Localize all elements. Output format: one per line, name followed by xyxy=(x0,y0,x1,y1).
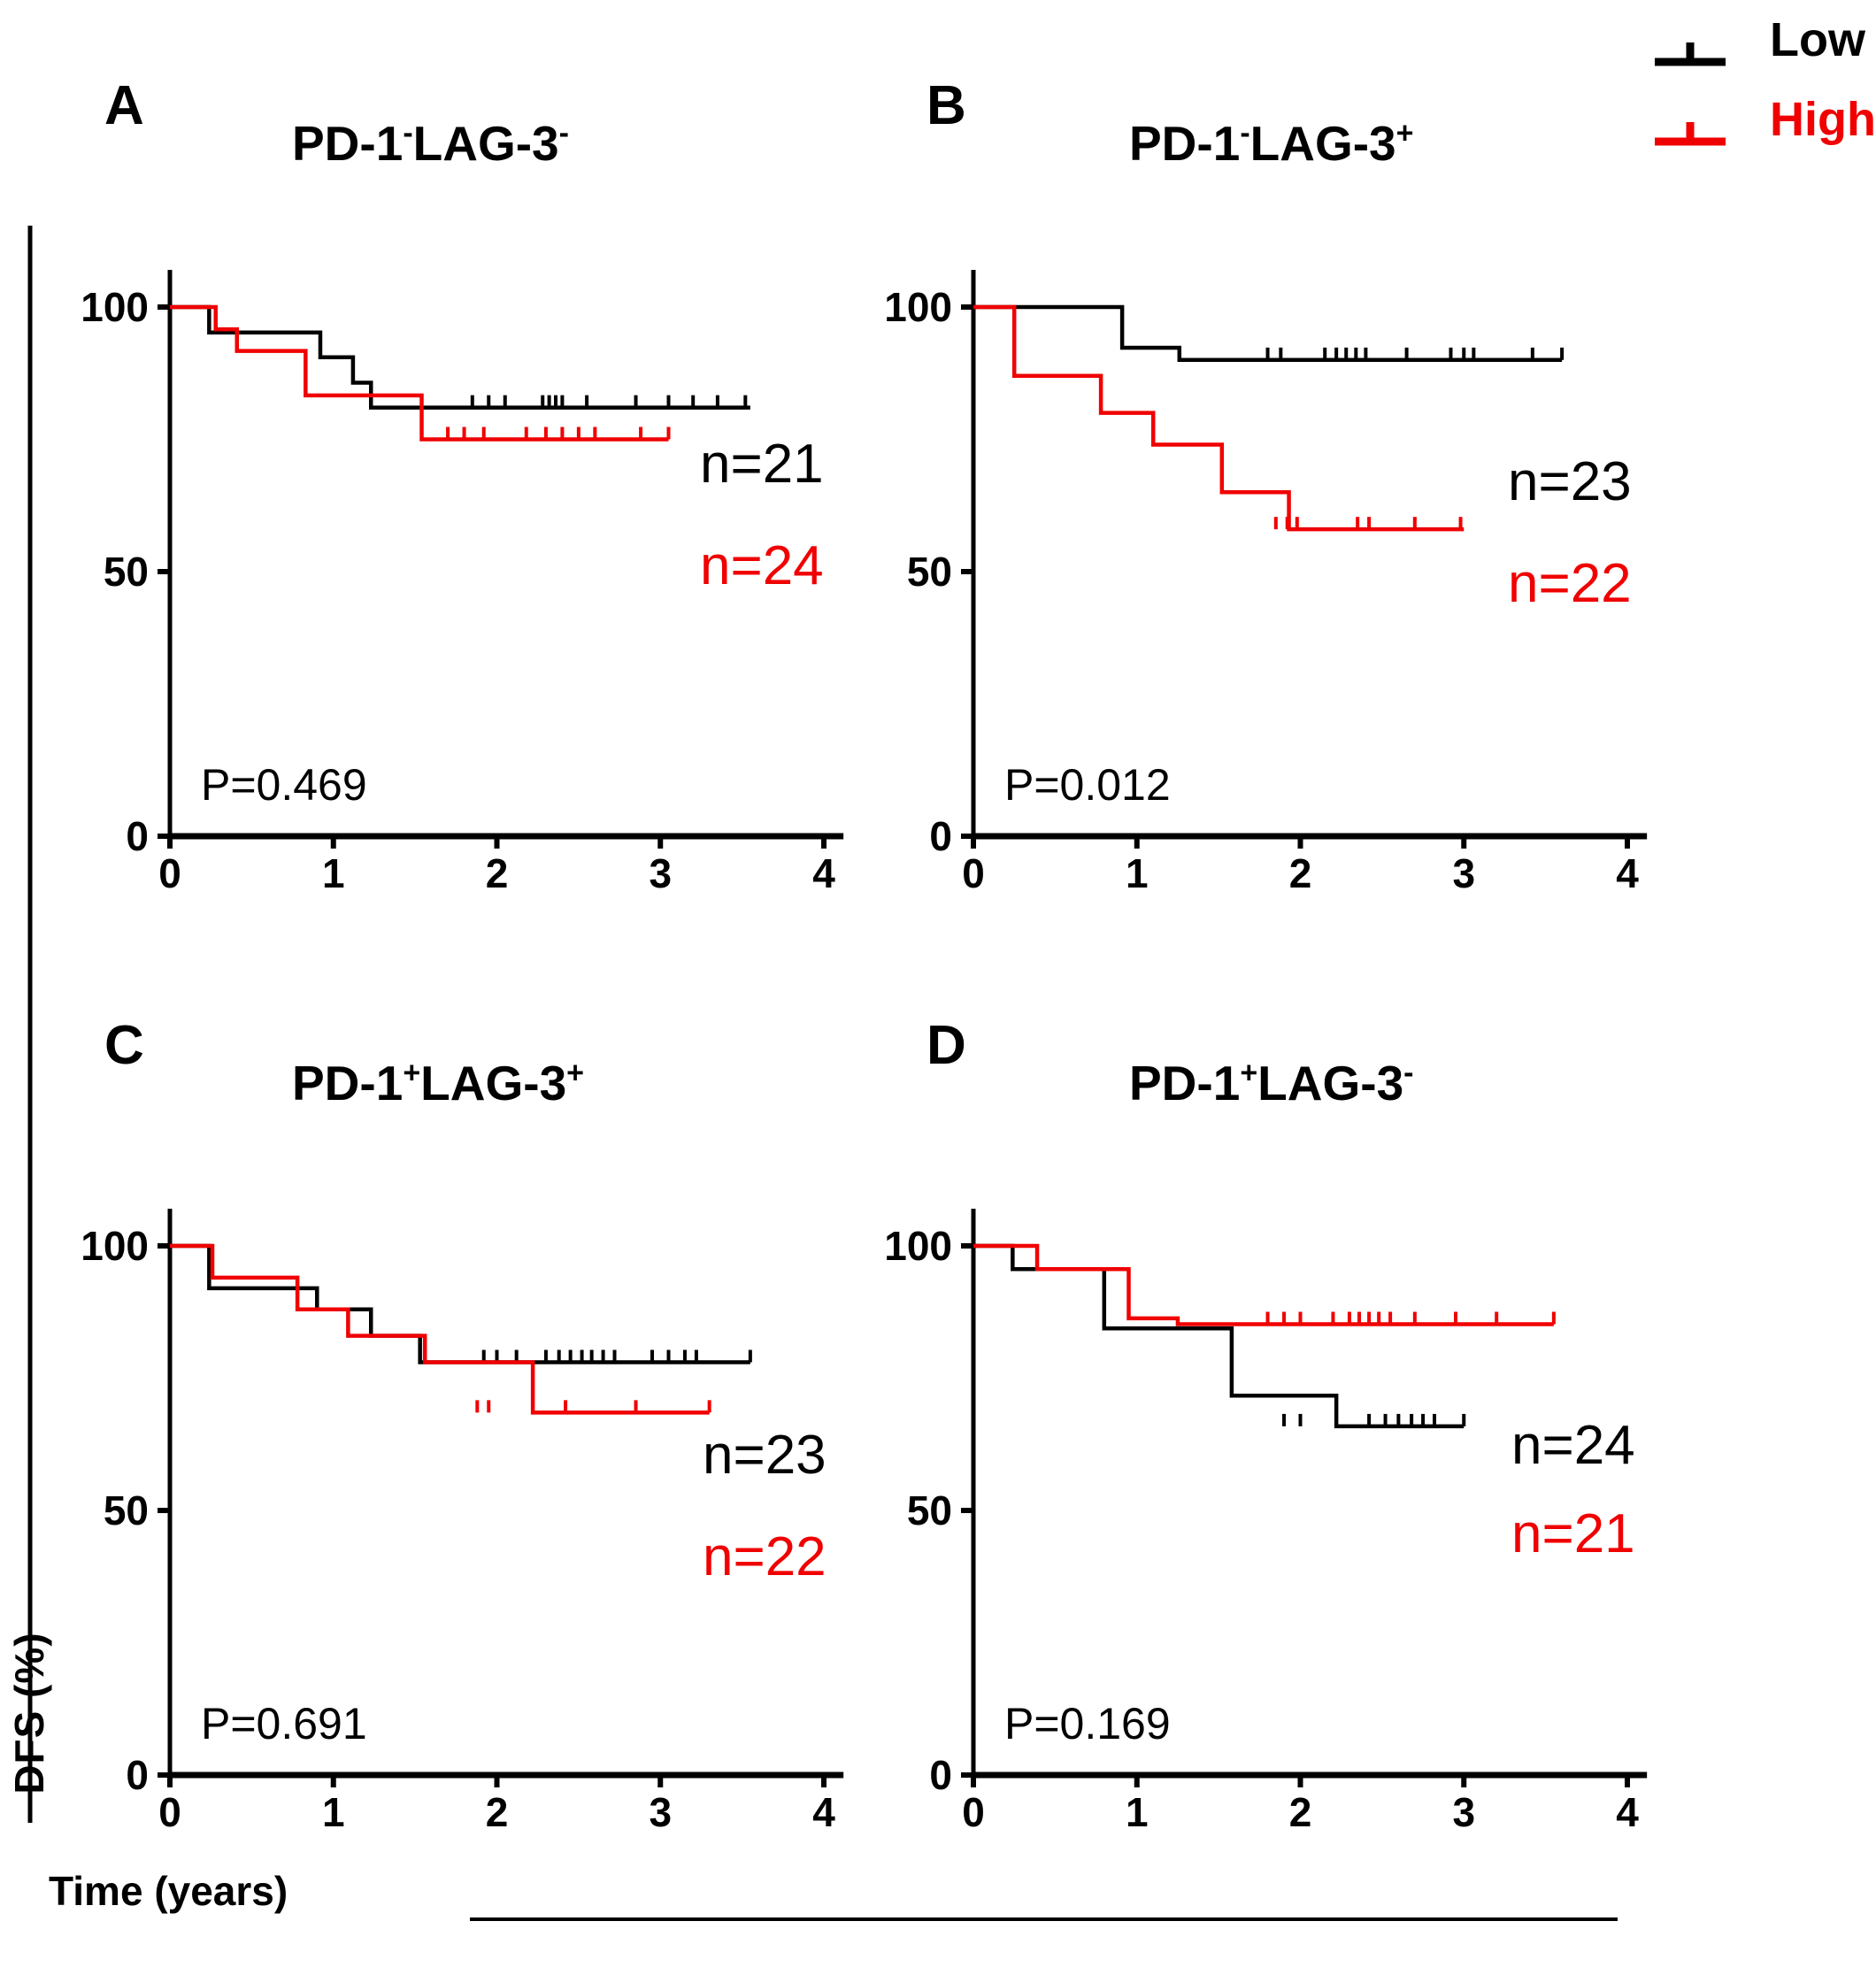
svg-text:4: 4 xyxy=(1616,850,1639,896)
svg-text:1: 1 xyxy=(1126,850,1149,896)
svg-text:100: 100 xyxy=(884,284,952,330)
svg-text:3: 3 xyxy=(1452,850,1475,896)
svg-text:50: 50 xyxy=(104,549,149,595)
svg-text:100: 100 xyxy=(884,1223,952,1269)
svg-text:100: 100 xyxy=(81,284,149,330)
svg-text:2: 2 xyxy=(486,850,509,896)
svg-text:50: 50 xyxy=(907,1487,952,1533)
svg-text:4: 4 xyxy=(812,1789,835,1835)
svg-text:0: 0 xyxy=(929,1752,952,1798)
svg-text:3: 3 xyxy=(1452,1789,1475,1835)
svg-text:50: 50 xyxy=(907,549,952,595)
svg-text:2: 2 xyxy=(1289,850,1312,896)
svg-text:3: 3 xyxy=(649,1789,672,1835)
svg-text:2: 2 xyxy=(1289,1789,1312,1835)
svg-text:50: 50 xyxy=(104,1487,149,1533)
svg-text:1: 1 xyxy=(322,850,345,896)
svg-text:0: 0 xyxy=(158,850,181,896)
svg-text:3: 3 xyxy=(649,850,672,896)
svg-text:4: 4 xyxy=(812,850,835,896)
svg-text:4: 4 xyxy=(1616,1789,1639,1835)
svg-text:2: 2 xyxy=(486,1789,509,1835)
svg-text:0: 0 xyxy=(126,1752,149,1798)
svg-text:0: 0 xyxy=(962,850,985,896)
svg-text:1: 1 xyxy=(1126,1789,1149,1835)
svg-text:0: 0 xyxy=(929,813,952,859)
svg-text:100: 100 xyxy=(81,1223,149,1269)
svg-text:0: 0 xyxy=(158,1789,181,1835)
svg-text:0: 0 xyxy=(126,813,149,859)
svg-text:0: 0 xyxy=(962,1789,985,1835)
svg-text:1: 1 xyxy=(322,1789,345,1835)
